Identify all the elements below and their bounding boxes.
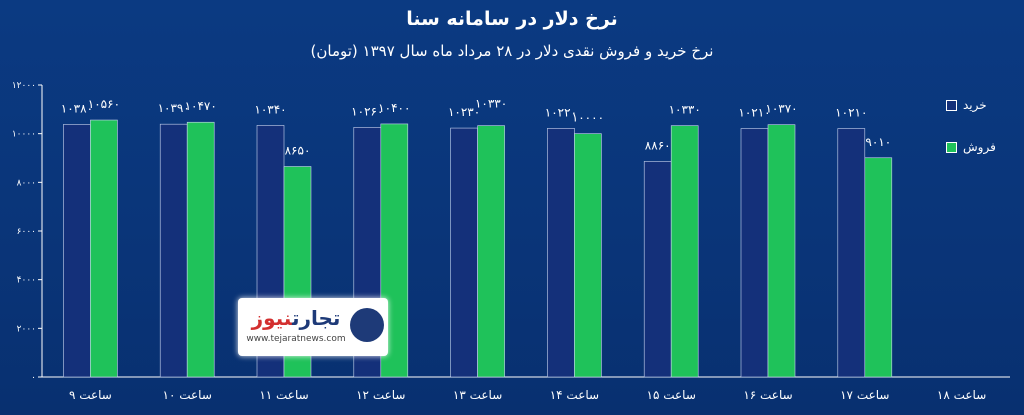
chart-subtitle: نرخ خرید و فروش نقدی دلار در ۲۸ مرداد ما… [310, 42, 714, 60]
data-label-buy: ۱۰۳۹۰ [158, 101, 190, 115]
legend-label-sell: فروش [963, 140, 996, 154]
legend-label-buy: خرید [963, 98, 987, 112]
legend-item-buy: خرید [946, 95, 1016, 115]
data-label-buy: ۱۰۲۲۰ [545, 105, 577, 119]
x-tick-label: ساعت ۹ [69, 388, 112, 402]
chart-title: نرخ دلار در سامانه سنا [406, 8, 618, 30]
logo-url: www.tejaratnews.com [246, 334, 346, 344]
y-tick-label: ۴۰۰۰ [17, 276, 36, 286]
bar-buy [63, 124, 91, 378]
y-tick-label: ۱۲۰۰۰ [12, 81, 36, 91]
x-tick-label: ساعت ۱۲ [356, 388, 405, 402]
data-label-sell: ۱۰۳۷۰ [765, 102, 797, 116]
data-label-buy: ۱۰۳۸۰ [61, 101, 93, 115]
data-label-sell: ۱۰۳۳۰ [669, 103, 701, 117]
legend-item-sell: فروش [946, 137, 1016, 157]
data-label-buy: ۸۸۶۰ [645, 138, 671, 152]
logo-name-part2: نیوز [251, 306, 292, 330]
logo-name: تجارتنیوز [246, 306, 346, 330]
data-label-buy: ۱۰۲۱۰ [738, 106, 770, 120]
x-tick-label: ساعت ۱۷ [840, 388, 889, 402]
legend-swatch-buy [946, 99, 957, 111]
data-label-buy: ۱۰۲۳۰ [448, 105, 480, 119]
watermark-logo: تجارتنیوز www.tejaratnews.com [238, 298, 388, 356]
x-tick-label: ساعت ۱۶ [743, 388, 792, 402]
bar-buy [547, 128, 575, 378]
bar-sell [477, 125, 505, 378]
data-label-buy: ۱۰۲۶۰ [351, 104, 383, 118]
y-tick-label: ۲۰۰۰ [17, 324, 36, 334]
y-tick-label: ۱۰۰۰۰ [12, 130, 36, 140]
x-tick-label: ساعت ۱۴ [550, 388, 599, 402]
data-label-sell: ۱۰۴۰۰ [378, 101, 410, 115]
data-label-sell: ۸۶۵۰ [285, 144, 311, 158]
data-label-sell: ۱۰۳۳۰ [475, 97, 507, 111]
bar-sell [864, 157, 893, 378]
x-tick-label: ساعت ۱۳ [453, 388, 502, 402]
logo-name-part1: تجارت [291, 306, 341, 330]
bar-sell [767, 124, 796, 378]
bar-sell [574, 133, 602, 378]
data-label-buy: ۱۰۳۴۰ [254, 102, 286, 116]
data-label-sell: ۱۰۰۰۰ [572, 111, 604, 125]
legend: خرید فروش [946, 95, 1016, 179]
y-tick-label: ۸۰۰۰ [17, 178, 36, 188]
bar-sell [670, 125, 699, 378]
bar-sell [186, 121, 215, 378]
x-tick-label: ساعت ۱۱ [259, 388, 308, 402]
data-label-buy: ۱۰۲۱۰ [835, 106, 867, 120]
bar-buy [643, 161, 672, 378]
data-label-sell: ۱۰۵۶۰ [88, 97, 120, 111]
y-tick-label: ۰ [31, 373, 36, 383]
bar-buy [159, 123, 188, 378]
x-tick-label: ساعت ۱۸ [937, 388, 986, 402]
bar-buy [837, 128, 866, 378]
bar-buy [450, 127, 478, 378]
bar-sell [90, 119, 118, 378]
x-tick-label: ساعت ۱۵ [647, 388, 696, 402]
legend-swatch-sell [946, 141, 957, 153]
data-label-sell: ۹۰۱۰ [865, 135, 891, 149]
logo-mark-icon [350, 308, 384, 342]
y-tick-label: ۶۰۰۰ [17, 227, 36, 237]
bar-buy [740, 128, 769, 378]
x-tick-label: ساعت ۱۰ [163, 388, 212, 402]
data-label-sell: ۱۰۴۷۰ [185, 99, 217, 113]
